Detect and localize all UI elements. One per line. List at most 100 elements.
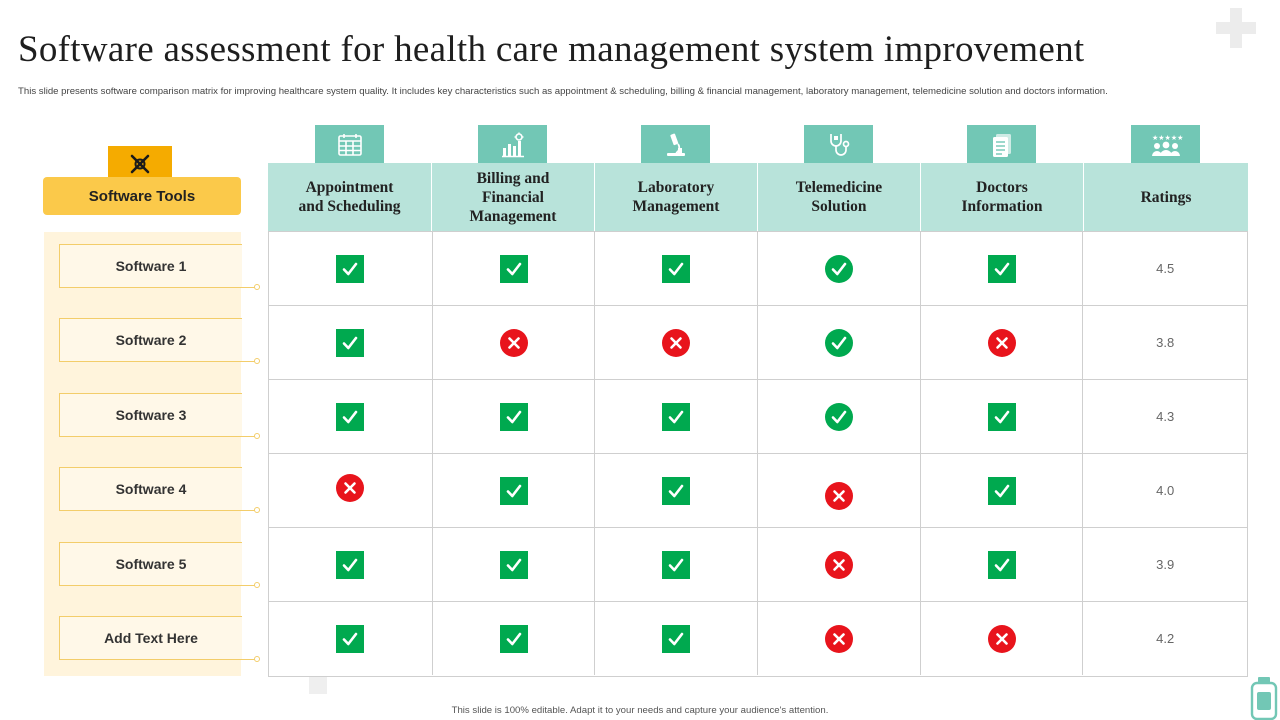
table-row: 3.8 — [269, 305, 1247, 379]
check-icon — [662, 624, 691, 653]
column-header-line: and Scheduling — [298, 198, 401, 215]
table-header-row: Appointment and Scheduling Billing and Fina… — [268, 163, 1248, 231]
bottle-icon — [1250, 677, 1278, 720]
check-icon — [987, 550, 1016, 579]
column-header: Doctors Information — [920, 163, 1083, 231]
table-row: 4.5 — [269, 231, 1247, 305]
matrix-cell — [269, 528, 432, 601]
matrix-cell — [919, 306, 1083, 379]
column-header-line: Laboratory — [637, 179, 715, 196]
check-icon — [336, 402, 365, 431]
check-icon — [662, 402, 691, 431]
connector-line — [241, 584, 255, 586]
column-header-line: Solution — [811, 198, 867, 215]
matrix-cell — [431, 454, 595, 527]
stethoscope-icon — [804, 125, 873, 164]
matrix-cell — [431, 232, 595, 305]
matrix-cell — [757, 306, 920, 379]
finance-chart-icon — [478, 125, 547, 164]
column-header: Ratings — [1083, 163, 1248, 231]
slide-footer: This slide is 100% editable. Adapt it to… — [451, 705, 829, 716]
check-circle-icon — [824, 402, 853, 431]
software-item: Software 5 — [59, 541, 242, 586]
software-item: Software 2 — [59, 318, 242, 363]
check-icon — [987, 476, 1016, 505]
table-row: 4.3 — [269, 379, 1247, 453]
check-icon — [662, 254, 691, 283]
column-header: Laboratory Management — [594, 163, 757, 231]
matrix-cell — [919, 602, 1083, 675]
matrix-cell — [269, 232, 432, 305]
matrix-cell — [757, 380, 920, 453]
matrix-cell — [757, 232, 920, 305]
microscope-icon — [641, 125, 710, 164]
check-icon — [336, 254, 365, 283]
connector-dot — [254, 507, 260, 514]
software-item: Software 3 — [59, 392, 242, 437]
cross-icon — [824, 624, 853, 653]
matrix-cell — [757, 528, 920, 601]
connector-line — [241, 510, 255, 512]
decorative-plus-icon — [1216, 8, 1256, 48]
matrix-cell — [919, 380, 1083, 453]
table-row: 3.9 — [269, 527, 1247, 601]
matrix-cell — [594, 528, 757, 601]
matrix-cell — [594, 602, 757, 675]
column-header-line: Telemedicine — [795, 179, 883, 196]
rating-value: 4.5 — [1082, 232, 1247, 305]
connector-dot — [254, 581, 260, 588]
cross-icon — [824, 481, 853, 510]
comparison-matrix: 4.5 3.8 4.3 4.0 3.9 4.2 — [268, 231, 1248, 677]
matrix-cell — [431, 528, 595, 601]
check-icon — [987, 402, 1016, 431]
connector-dot — [254, 656, 260, 662]
connector-dot — [254, 358, 260, 365]
rating-value: 4.3 — [1082, 380, 1247, 453]
cross-icon — [499, 328, 528, 357]
matrix-cell — [919, 232, 1083, 305]
matrix-cell — [594, 232, 757, 305]
column-header-line: Management — [632, 198, 720, 215]
cross-icon — [336, 473, 365, 502]
software-item: Add Text Here — [59, 616, 242, 660]
decorative-square — [309, 676, 327, 694]
connector-line — [241, 361, 255, 363]
rating-value: 4.2 — [1082, 602, 1247, 675]
cross-icon — [987, 328, 1016, 357]
slide-title: Software assessment for health care mana… — [18, 29, 1085, 70]
matrix-cell — [594, 454, 757, 527]
check-circle-icon — [824, 254, 853, 283]
slide-subtitle: This slide presents software comparison … — [18, 86, 1108, 97]
column-header-line: Management — [469, 207, 557, 225]
column-header: Telemedicine Solution — [757, 163, 920, 231]
column-header-line: Billing and — [476, 169, 550, 187]
software-tools-header: Software Tools — [43, 177, 241, 215]
connector-line — [241, 659, 255, 660]
software-item: Software 1 — [59, 244, 242, 288]
column-header-line: Information — [961, 198, 1043, 215]
check-icon — [336, 328, 365, 357]
check-icon — [499, 254, 528, 283]
svg-text:★★★★★: ★★★★★ — [1152, 134, 1183, 142]
matrix-cell — [269, 602, 432, 675]
calendar-icon — [315, 125, 384, 164]
check-icon — [987, 254, 1016, 283]
column-header-line: Appointment — [305, 179, 394, 196]
column-header: Billing and Financial Management — [431, 163, 594, 231]
connector-line — [241, 287, 255, 288]
matrix-cell — [919, 454, 1083, 527]
rating-value: 4.0 — [1082, 454, 1247, 527]
cross-icon — [987, 624, 1016, 653]
connector-dot — [254, 284, 260, 290]
rating-value: 3.9 — [1082, 528, 1247, 601]
check-icon — [336, 550, 365, 579]
cross-icon — [662, 328, 691, 357]
column-header-line: Doctors — [976, 179, 1028, 196]
matrix-cell — [431, 380, 595, 453]
matrix-cell — [431, 306, 595, 379]
matrix-cell — [757, 602, 920, 675]
column-header: Appointment and Scheduling — [268, 163, 431, 231]
check-icon — [499, 624, 528, 653]
check-circle-icon — [824, 328, 853, 357]
software-item: Software 4 — [59, 467, 242, 512]
